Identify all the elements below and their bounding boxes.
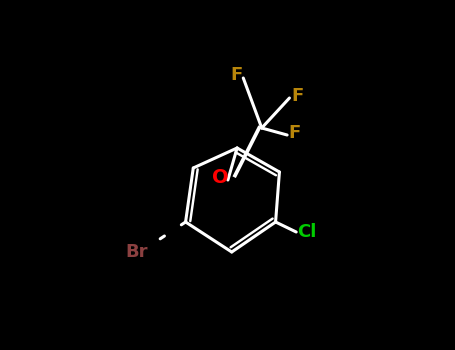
Text: O: O — [212, 168, 228, 187]
Text: F: F — [291, 87, 303, 105]
Text: F: F — [231, 65, 243, 84]
Text: Cl: Cl — [297, 223, 316, 241]
Text: F: F — [288, 124, 301, 142]
Text: Br: Br — [126, 243, 148, 261]
